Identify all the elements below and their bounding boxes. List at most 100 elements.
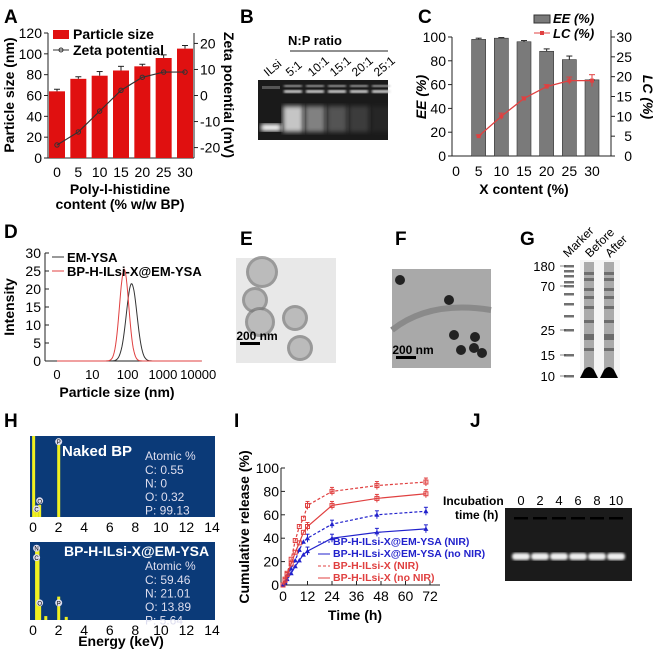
y-tick-label: 60 <box>26 88 42 104</box>
protein-band <box>584 296 594 299</box>
rna-band <box>512 553 530 560</box>
zeta-point <box>160 69 167 75</box>
y-tick-label: 100 <box>256 460 280 476</box>
x-axis-title: Time (h) <box>328 607 382 623</box>
eds-title: Naked BP <box>62 443 132 460</box>
x-tick-label: 24 <box>324 588 340 604</box>
legend-label: BP-H-ILsi-X@EM-YSA <box>67 264 202 279</box>
protein-band <box>584 288 594 291</box>
data-point <box>300 515 306 521</box>
legend-label: BP-H-ILsi-X (NIR) <box>333 560 419 572</box>
legend-label: Particle size <box>73 26 154 42</box>
x-tick-label: 15 <box>516 163 532 179</box>
particle <box>470 332 480 342</box>
peak-marker <box>36 599 44 607</box>
rna-band <box>327 106 347 132</box>
marker-band <box>564 281 574 284</box>
x-tick-label: 12 <box>179 622 195 638</box>
particle <box>449 330 459 340</box>
x-tick-label: 0 <box>53 367 60 382</box>
peak-marker <box>55 599 63 607</box>
atomic-value: P: 5.64 <box>145 614 183 628</box>
well-band <box>372 90 390 93</box>
data-point <box>296 547 302 552</box>
data-point <box>296 540 302 546</box>
y-tick-label: 20 <box>25 281 41 297</box>
x-tick-label: 0 <box>29 622 37 638</box>
well <box>533 517 547 520</box>
marker-label: 25 <box>541 323 555 338</box>
peak-marker <box>33 544 41 552</box>
x-tick-label: 100 <box>117 367 139 382</box>
lane-label: 10 <box>609 493 623 508</box>
well-band <box>284 90 302 93</box>
protein-band <box>604 278 614 281</box>
bar <box>91 75 108 158</box>
y-tick-label: 20 <box>26 129 42 145</box>
peak-label: O <box>37 499 42 505</box>
gel-j <box>505 508 632 581</box>
panel-label-g: G <box>520 229 535 250</box>
well <box>590 517 604 520</box>
y2-tick-label: 5 <box>624 128 632 144</box>
zeta-point <box>118 87 124 93</box>
marker-band <box>564 265 574 268</box>
bar <box>562 59 577 157</box>
legend-label: LC (%) <box>553 26 594 41</box>
atomic-value: N: 0 <box>145 477 167 491</box>
x-tick-label: 10000 <box>180 367 216 382</box>
x-tick-label: 0 <box>279 588 287 604</box>
peak-label: P <box>57 440 61 446</box>
rna-band <box>371 106 391 132</box>
x-tick-label: 14 <box>204 519 220 535</box>
x-axis-title: X content (%) <box>479 181 568 197</box>
rna-band <box>531 553 549 560</box>
dye-front <box>580 367 598 378</box>
x-tick-label: 14 <box>204 622 220 638</box>
gel-header: N:P ratio <box>288 33 342 48</box>
x-tick-label: 60 <box>398 588 414 604</box>
incubation-label: Incubation <box>443 494 504 508</box>
marker-label: 70 <box>541 279 555 294</box>
marker-band <box>564 270 574 273</box>
bar <box>177 48 193 158</box>
panel-label-b: B <box>240 7 254 28</box>
atomic-value: P: 99.13 <box>145 504 190 518</box>
x-tick-label: 6 <box>106 622 114 638</box>
eds-peak <box>44 616 48 620</box>
eds-peak <box>32 436 36 517</box>
zeta-point <box>75 129 82 135</box>
atomic-label: Atomic % <box>145 559 196 573</box>
protein-band <box>604 337 614 340</box>
well-band <box>350 85 368 87</box>
protein-band <box>584 272 594 275</box>
peak-label: C <box>34 556 39 562</box>
scale-bar-f <box>396 356 416 359</box>
x-tick-label: 25 <box>562 163 578 179</box>
rna-band <box>261 124 281 131</box>
y-tick-label: 60 <box>430 77 446 93</box>
particle <box>477 348 487 358</box>
peak-label: C <box>34 507 39 513</box>
atomic-value: C: 0.55 <box>145 463 184 477</box>
y-tick-label: 5 <box>33 335 41 351</box>
eds-spectrum-bottom <box>30 542 215 620</box>
x-tick-label: 8 <box>131 622 139 638</box>
marker-band <box>564 285 574 288</box>
x-tick-label: 30 <box>177 164 193 180</box>
lane-label: 8 <box>593 493 600 508</box>
particle <box>456 345 466 355</box>
data-point <box>284 571 290 577</box>
x-tick-label: 1000 <box>148 367 177 382</box>
legend-label: EM-YSA <box>67 250 118 265</box>
y-tick-label: 60 <box>263 507 279 523</box>
scale-bar-e <box>240 342 260 345</box>
protein-band <box>584 306 594 309</box>
y-tick-label: 0 <box>33 353 41 369</box>
marker-band <box>564 293 574 296</box>
well-band <box>328 85 346 87</box>
x-tick-label: 10 <box>153 519 169 535</box>
rna-band <box>305 106 325 132</box>
protein-band <box>604 306 614 309</box>
